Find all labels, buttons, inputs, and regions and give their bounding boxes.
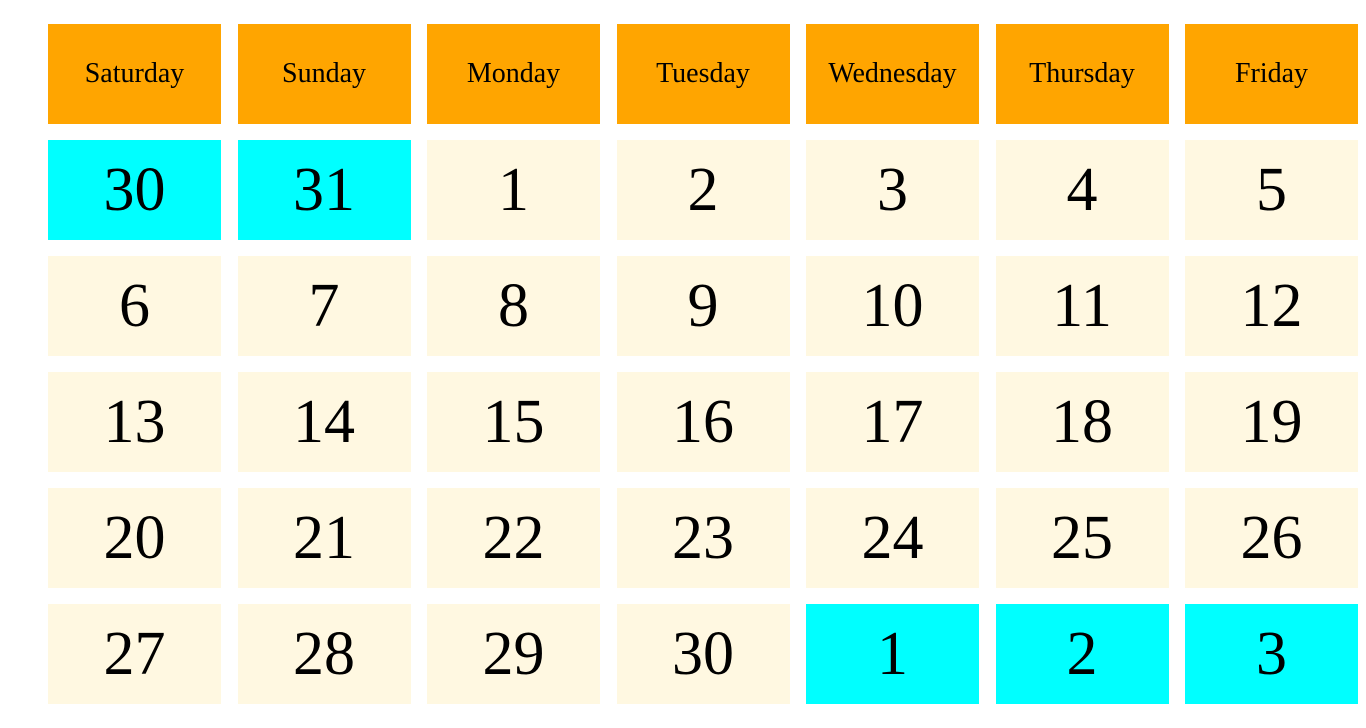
calendar-day-other-month[interactable]: 1 bbox=[806, 604, 979, 704]
calendar-day[interactable]: 27 bbox=[48, 604, 221, 704]
calendar-day-other-month[interactable]: 31 bbox=[237, 140, 411, 240]
calendar-day-other-month[interactable]: 30 bbox=[48, 140, 221, 240]
calendar-day[interactable]: 28 bbox=[237, 604, 411, 704]
calendar-day-other-month[interactable]: 3 bbox=[1185, 604, 1358, 704]
calendar-day[interactable]: 5 bbox=[1185, 140, 1358, 240]
calendar-day[interactable]: 4 bbox=[995, 140, 1169, 240]
calendar-day[interactable]: 7 bbox=[237, 256, 411, 356]
calendar-day[interactable]: 12 bbox=[1185, 256, 1358, 356]
weekday-header-friday: Friday bbox=[1185, 24, 1358, 124]
weekday-header-monday: Monday bbox=[427, 24, 600, 124]
calendar-day[interactable]: 17 bbox=[806, 372, 979, 472]
weekday-header-saturday: Saturday bbox=[48, 24, 221, 124]
calendar-day[interactable]: 29 bbox=[427, 604, 600, 704]
weekday-header-thursday: Thursday bbox=[995, 24, 1169, 124]
calendar-day[interactable]: 22 bbox=[427, 488, 600, 588]
calendar-day[interactable]: 11 bbox=[995, 256, 1169, 356]
calendar-day[interactable]: 18 bbox=[995, 372, 1169, 472]
calendar-day[interactable]: 23 bbox=[616, 488, 790, 588]
calendar-day[interactable]: 20 bbox=[48, 488, 221, 588]
calendar-day[interactable]: 10 bbox=[806, 256, 979, 356]
weekday-header-sunday: Sunday bbox=[237, 24, 411, 124]
calendar-day[interactable]: 21 bbox=[237, 488, 411, 588]
calendar-day[interactable]: 8 bbox=[427, 256, 600, 356]
calendar-day[interactable]: 19 bbox=[1185, 372, 1358, 472]
calendar-day[interactable]: 30 bbox=[616, 604, 790, 704]
calendar-day[interactable]: 1 bbox=[427, 140, 600, 240]
calendar-day[interactable]: 3 bbox=[806, 140, 979, 240]
calendar-day[interactable]: 24 bbox=[806, 488, 979, 588]
calendar-day[interactable]: 2 bbox=[616, 140, 790, 240]
calendar-day[interactable]: 9 bbox=[616, 256, 790, 356]
weekday-header-tuesday: Tuesday bbox=[616, 24, 790, 124]
calendar-day[interactable]: 15 bbox=[427, 372, 600, 472]
calendar-day[interactable]: 26 bbox=[1185, 488, 1358, 588]
calendar-day[interactable]: 16 bbox=[616, 372, 790, 472]
calendar-day[interactable]: 6 bbox=[48, 256, 221, 356]
weekday-header-wednesday: Wednesday bbox=[806, 24, 979, 124]
calendar-day[interactable]: 25 bbox=[995, 488, 1169, 588]
calendar-day[interactable]: 14 bbox=[237, 372, 411, 472]
calendar-day-other-month[interactable]: 2 bbox=[995, 604, 1169, 704]
calendar-grid: Saturday Sunday Monday Tuesday Wednesday Thur… bbox=[48, 24, 1358, 704]
calendar-day[interactable]: 13 bbox=[48, 372, 221, 472]
